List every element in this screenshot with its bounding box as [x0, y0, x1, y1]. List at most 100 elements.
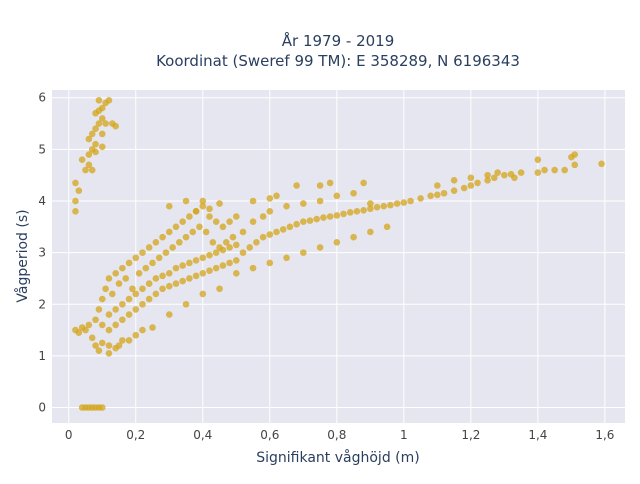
data-point: [199, 290, 207, 298]
y-tick-label: 6: [38, 91, 46, 105]
data-point: [226, 244, 233, 251]
data-point: [467, 174, 475, 182]
data-point: [85, 321, 93, 329]
data-point: [286, 223, 294, 231]
data-point: [88, 334, 96, 342]
data-point: [115, 280, 123, 287]
x-tick-label: 1,6: [595, 428, 614, 442]
data-point: [179, 277, 186, 285]
data-point: [78, 156, 86, 163]
data-point: [85, 135, 93, 143]
data-point: [387, 201, 394, 209]
data-point: [139, 285, 146, 293]
data-point: [179, 262, 186, 269]
data-point: [266, 208, 274, 215]
data-point: [300, 200, 307, 207]
data-point: [119, 316, 126, 324]
data-point: [199, 269, 207, 277]
data-point: [206, 251, 213, 259]
data-point: [112, 321, 119, 329]
data-point: [119, 337, 126, 344]
data-point: [135, 269, 143, 277]
data-point: [152, 239, 160, 246]
data-point: [88, 166, 96, 174]
data-point: [551, 166, 558, 174]
x-tick-label: 0: [65, 428, 73, 442]
data-point: [212, 249, 220, 256]
data-point: [249, 264, 257, 272]
data-point: [98, 339, 106, 347]
data-point: [417, 195, 424, 202]
data-point: [313, 215, 321, 223]
data-point: [407, 197, 414, 205]
data-point: [222, 239, 230, 246]
data-point: [219, 246, 227, 254]
data-point: [85, 161, 93, 169]
data-point: [72, 179, 79, 187]
x-tick-label: 1,4: [528, 428, 547, 442]
data-point: [266, 231, 274, 238]
data-point: [320, 214, 327, 221]
data-point: [152, 290, 160, 298]
data-point: [102, 285, 109, 293]
data-point: [132, 306, 140, 313]
data-point: [501, 171, 508, 179]
data-point: [145, 295, 153, 303]
data-point: [400, 199, 408, 206]
data-point: [212, 218, 220, 225]
y-tick-label: 4: [38, 194, 46, 208]
y-tick-label: 5: [38, 142, 46, 156]
data-point: [353, 208, 361, 215]
data-point: [159, 285, 166, 293]
data-point: [129, 285, 136, 293]
data-point: [283, 202, 290, 210]
data-point: [165, 282, 173, 290]
data-point: [541, 166, 548, 174]
data-point: [186, 275, 193, 282]
data-point: [88, 130, 96, 138]
data-point: [149, 259, 156, 267]
data-point: [92, 316, 99, 324]
data-point: [159, 272, 166, 280]
data-point: [216, 285, 223, 293]
data-point: [186, 259, 193, 267]
data-point: [246, 244, 254, 251]
data-point: [266, 195, 274, 202]
data-point: [155, 254, 163, 262]
data-point: [95, 347, 103, 355]
data-point: [484, 177, 491, 184]
data-point: [199, 254, 207, 262]
data-point: [199, 197, 207, 205]
data-point: [72, 208, 79, 215]
data-point: [517, 169, 525, 176]
data-point: [119, 264, 126, 272]
data-point: [216, 200, 223, 207]
data-point: [119, 300, 126, 308]
data-point: [182, 197, 190, 205]
data-point: [450, 177, 458, 184]
y-tick-label: 1: [38, 349, 46, 363]
data-point: [112, 269, 119, 277]
data-point: [266, 259, 274, 267]
y-axis-title: Vågperiod (s): [14, 209, 31, 302]
data-point: [350, 189, 357, 197]
data-point: [434, 191, 441, 199]
x-tick-labels: 0 0,2 0,4 0,6 0,8 1 1,2 1,4 1,6: [65, 428, 615, 442]
data-point: [232, 269, 240, 277]
data-point: [122, 275, 130, 282]
data-point: [571, 161, 579, 169]
data-point: [186, 213, 193, 220]
data-point: [172, 264, 180, 272]
data-point: [209, 239, 217, 246]
data-point: [333, 192, 341, 200]
data-point: [172, 223, 180, 231]
x-axis-title: Signifikant våghöjd (m): [256, 449, 419, 466]
data-point: [206, 205, 213, 213]
data-point: [273, 228, 280, 236]
data-point: [125, 337, 133, 344]
data-point: [273, 192, 280, 200]
data-point: [350, 233, 357, 241]
data-point: [165, 269, 173, 277]
data-point: [98, 295, 106, 303]
data-point: [229, 233, 237, 241]
